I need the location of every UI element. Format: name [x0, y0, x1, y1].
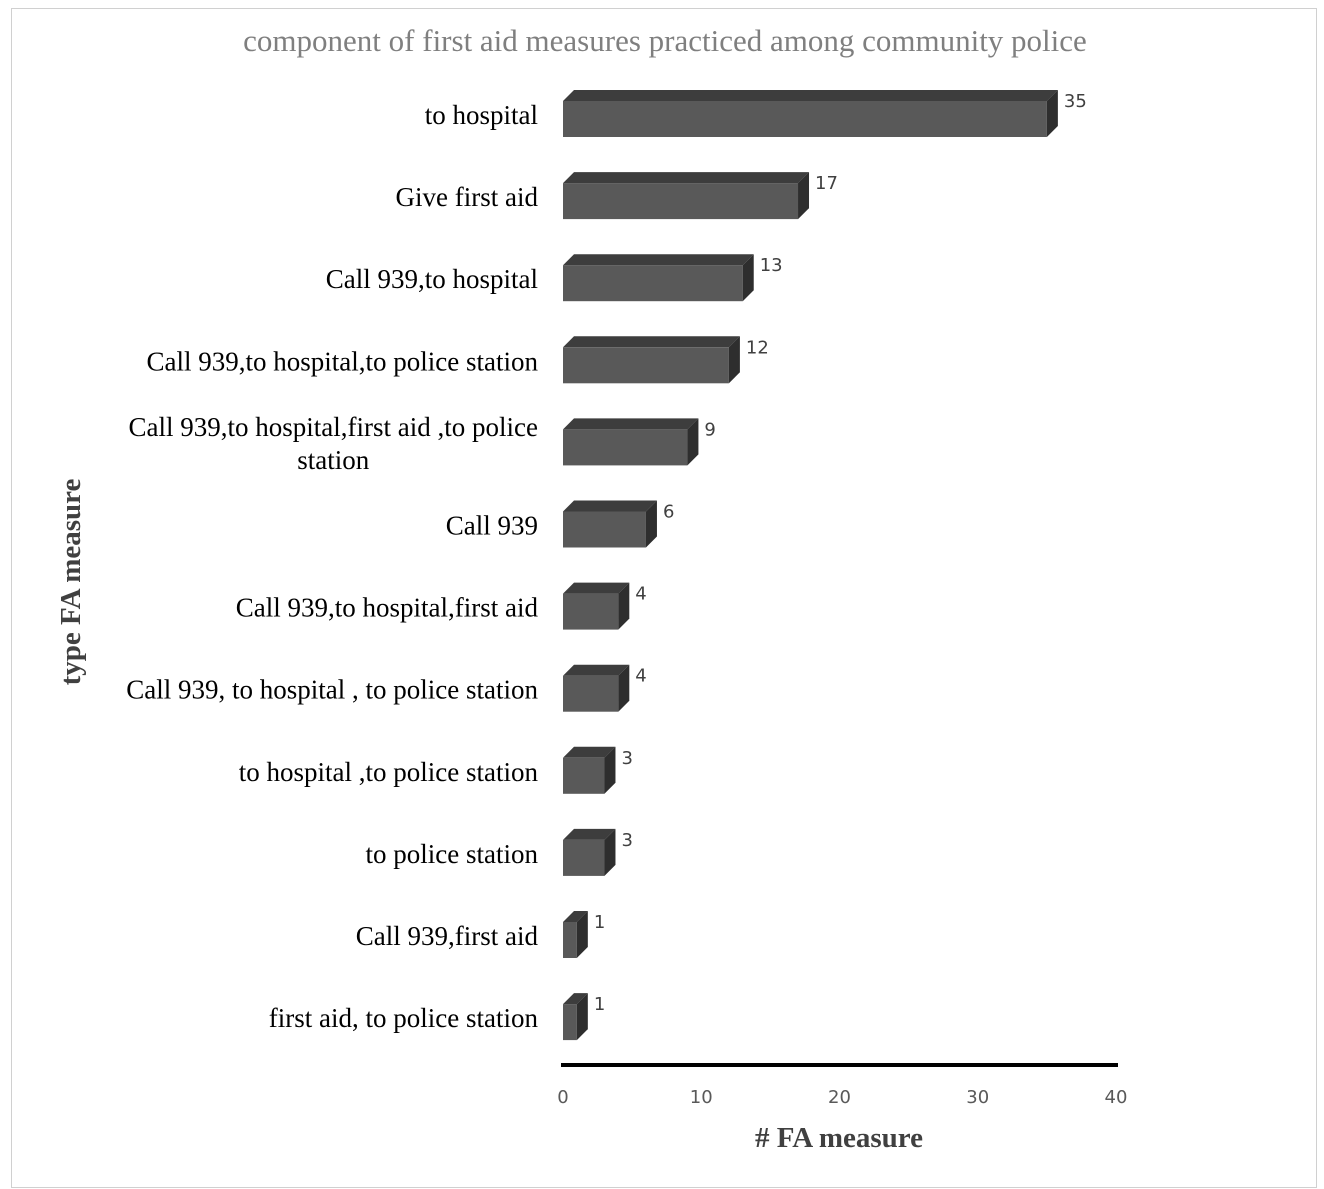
- data-label: 9: [704, 419, 715, 440]
- chart-frame: component of first aid measures practice…: [11, 8, 1317, 1188]
- bar-group: [563, 746, 616, 794]
- x-tick-labels: 0 10 20 30 40: [557, 1087, 1127, 1108]
- bar-group: [563, 254, 754, 302]
- bar-top-face: [563, 746, 616, 758]
- data-label: 6: [663, 502, 674, 523]
- bar-group: [563, 418, 699, 466]
- x-tick-label: 40: [1105, 1087, 1128, 1108]
- bar-group: [563, 582, 630, 630]
- bar-group: [563, 664, 630, 712]
- bar-group: [563, 993, 588, 1041]
- bar-side-face: [1046, 90, 1058, 137]
- x-tick-label: 20: [828, 1087, 851, 1108]
- x-tick-label: 10: [690, 1087, 713, 1108]
- category-label: to hospital ,to police station: [239, 757, 539, 787]
- category-label: to hospital: [425, 100, 538, 130]
- bar-side-face: [687, 418, 699, 466]
- data-label: 13: [760, 255, 783, 276]
- data-label: 35: [1064, 91, 1087, 112]
- x-axis-title: # FA measure: [755, 1122, 923, 1154]
- bar: [563, 429, 688, 466]
- bar-group: [563, 90, 1058, 137]
- bar-group: [563, 828, 616, 876]
- data-label: 3: [621, 748, 632, 769]
- bar-side-face: [604, 746, 616, 794]
- bar-top-face: [563, 993, 588, 1005]
- bar-side-face: [645, 500, 657, 548]
- bar-top-face: [563, 582, 630, 594]
- category-label: Call 939,to hospital: [326, 264, 538, 294]
- data-label: 1: [594, 912, 605, 933]
- x-tick-label: 0: [557, 1087, 568, 1108]
- category-label: Call 939,to hospital,first aid ,to polic…: [129, 412, 538, 475]
- data-label: 4: [635, 666, 646, 687]
- bar-side-face: [618, 664, 630, 712]
- data-label: 12: [746, 337, 769, 358]
- category-label: Call 939, to hospital , to police statio…: [126, 675, 538, 705]
- bar: [563, 265, 743, 302]
- bar: [563, 183, 799, 220]
- category-label: first aid, to police station: [269, 1003, 539, 1033]
- bar-top-face: [563, 172, 810, 184]
- bar: [563, 675, 619, 712]
- bar-group: [563, 500, 657, 548]
- bar-group: [563, 172, 810, 220]
- bar-side-face: [798, 172, 810, 220]
- data-label: 1: [594, 994, 605, 1015]
- chart-title: component of first aid measures practice…: [243, 23, 1087, 58]
- bar-top-face: [563, 336, 740, 348]
- bar-top-face: [563, 90, 1058, 101]
- bar-top-face: [563, 254, 754, 266]
- bar: [563, 101, 1047, 137]
- data-label: 17: [815, 173, 838, 194]
- bar-group: [563, 336, 740, 384]
- bar-side-face: [618, 582, 630, 630]
- bar: [563, 922, 577, 958]
- category-label: Call 939,first aid: [356, 921, 539, 951]
- bar: [563, 1004, 577, 1041]
- x-tick-label: 30: [966, 1087, 989, 1108]
- bar-top-face: [563, 664, 630, 676]
- bar: [563, 757, 605, 794]
- data-label: 3: [621, 830, 632, 851]
- bar-chart: component of first aid measures practice…: [55, 23, 1127, 1154]
- category-label: Call 939: [446, 511, 538, 541]
- category-label: Call 939,to hospital,to police station: [147, 346, 539, 376]
- bar-top-face: [563, 828, 616, 840]
- bars-layer: 35 17 13 12 9 6 4 4 3 3 1 1: [563, 90, 1087, 1041]
- y-axis-title: type FA measure: [55, 479, 87, 686]
- bar-top-face: [563, 500, 657, 512]
- bar-group: [563, 911, 588, 958]
- bar-top-face: [563, 418, 699, 430]
- bar-side-face: [576, 993, 588, 1041]
- bar-top-face: [563, 911, 588, 922]
- bar: [563, 511, 646, 548]
- bar: [563, 593, 619, 630]
- bar: [563, 839, 605, 876]
- category-label: to police station: [366, 839, 539, 869]
- bar-side-face: [604, 828, 616, 876]
- bar-side-face: [742, 254, 754, 302]
- bar: [563, 347, 729, 384]
- category-labels: to hospital Give first aid Call 939,to hos…: [126, 100, 538, 1033]
- bar-side-face: [728, 336, 740, 384]
- category-label: Call 939,to hospital,first aid: [236, 593, 539, 623]
- bar-side-face: [576, 911, 588, 958]
- data-label: 4: [635, 584, 646, 605]
- category-label: Give first aid: [396, 182, 539, 212]
